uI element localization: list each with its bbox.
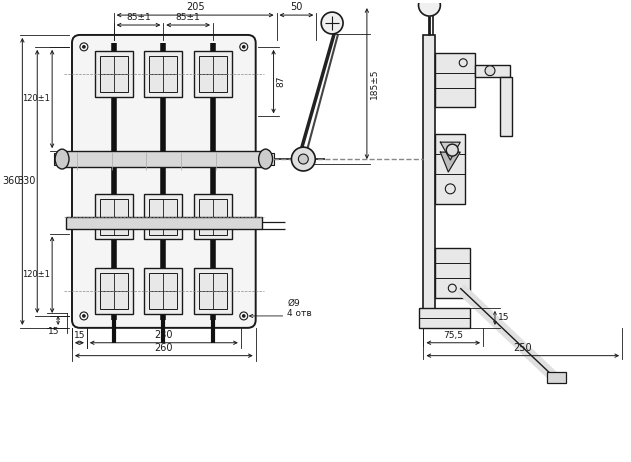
Text: 230: 230 xyxy=(155,330,173,340)
FancyBboxPatch shape xyxy=(72,35,256,328)
Ellipse shape xyxy=(55,149,69,169)
Bar xyxy=(144,194,182,239)
Text: 85±1: 85±1 xyxy=(126,13,151,22)
Bar xyxy=(423,35,435,328)
Text: 120±1: 120±1 xyxy=(22,95,50,103)
Bar xyxy=(194,268,232,314)
Circle shape xyxy=(292,147,316,171)
Bar xyxy=(62,151,266,167)
Bar xyxy=(435,53,475,108)
Text: 15: 15 xyxy=(49,327,60,336)
Bar xyxy=(475,65,510,77)
Text: 87: 87 xyxy=(276,76,286,87)
Circle shape xyxy=(83,46,85,48)
Bar xyxy=(54,153,64,165)
Bar xyxy=(150,56,177,91)
Bar xyxy=(100,199,127,235)
Text: 330: 330 xyxy=(17,176,35,186)
Bar xyxy=(418,308,470,328)
Bar xyxy=(500,77,512,136)
Bar xyxy=(199,56,227,91)
Text: 120±1: 120±1 xyxy=(22,270,50,279)
Ellipse shape xyxy=(259,149,273,169)
Bar xyxy=(100,273,127,309)
Text: 75,5: 75,5 xyxy=(443,331,463,340)
Text: 185±5: 185±5 xyxy=(370,68,379,99)
Bar xyxy=(95,51,133,97)
Bar xyxy=(144,51,182,97)
Circle shape xyxy=(298,154,309,164)
Bar xyxy=(144,268,182,314)
Polygon shape xyxy=(440,142,460,160)
Text: 360: 360 xyxy=(2,176,20,186)
Circle shape xyxy=(418,0,440,16)
Text: 15: 15 xyxy=(74,331,85,340)
Polygon shape xyxy=(440,152,460,172)
Text: 15: 15 xyxy=(498,313,509,322)
Circle shape xyxy=(242,46,245,48)
Bar xyxy=(66,217,262,229)
Bar xyxy=(95,268,133,314)
Bar xyxy=(150,273,177,309)
Bar xyxy=(194,194,232,239)
Circle shape xyxy=(446,144,458,156)
Text: 50: 50 xyxy=(290,2,303,12)
Bar xyxy=(100,56,127,91)
Bar xyxy=(199,199,227,235)
Circle shape xyxy=(485,66,495,76)
Bar xyxy=(264,153,274,165)
Bar xyxy=(194,51,232,97)
Bar xyxy=(435,134,465,204)
Circle shape xyxy=(321,12,343,34)
Circle shape xyxy=(83,315,85,317)
Text: 4 отв: 4 отв xyxy=(288,309,312,318)
Text: 85±1: 85±1 xyxy=(176,13,201,22)
Text: 205: 205 xyxy=(186,2,204,12)
Text: 250: 250 xyxy=(514,343,532,353)
Bar xyxy=(150,199,177,235)
Text: 260: 260 xyxy=(155,343,173,353)
Circle shape xyxy=(242,315,245,317)
Bar xyxy=(199,273,227,309)
Text: Ø9: Ø9 xyxy=(288,299,300,308)
Bar xyxy=(435,249,470,298)
Bar xyxy=(95,194,133,239)
Bar xyxy=(546,371,567,383)
